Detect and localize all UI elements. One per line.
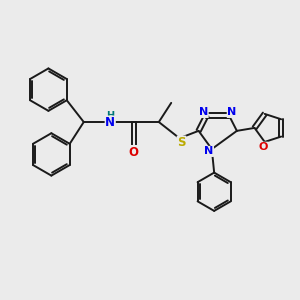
- Text: O: O: [129, 146, 139, 159]
- Text: N: N: [105, 116, 115, 129]
- Text: N: N: [199, 107, 208, 117]
- Text: H: H: [106, 110, 115, 121]
- Text: N: N: [227, 107, 236, 117]
- Text: S: S: [177, 136, 186, 149]
- Text: O: O: [259, 142, 268, 152]
- Text: N: N: [204, 146, 214, 156]
